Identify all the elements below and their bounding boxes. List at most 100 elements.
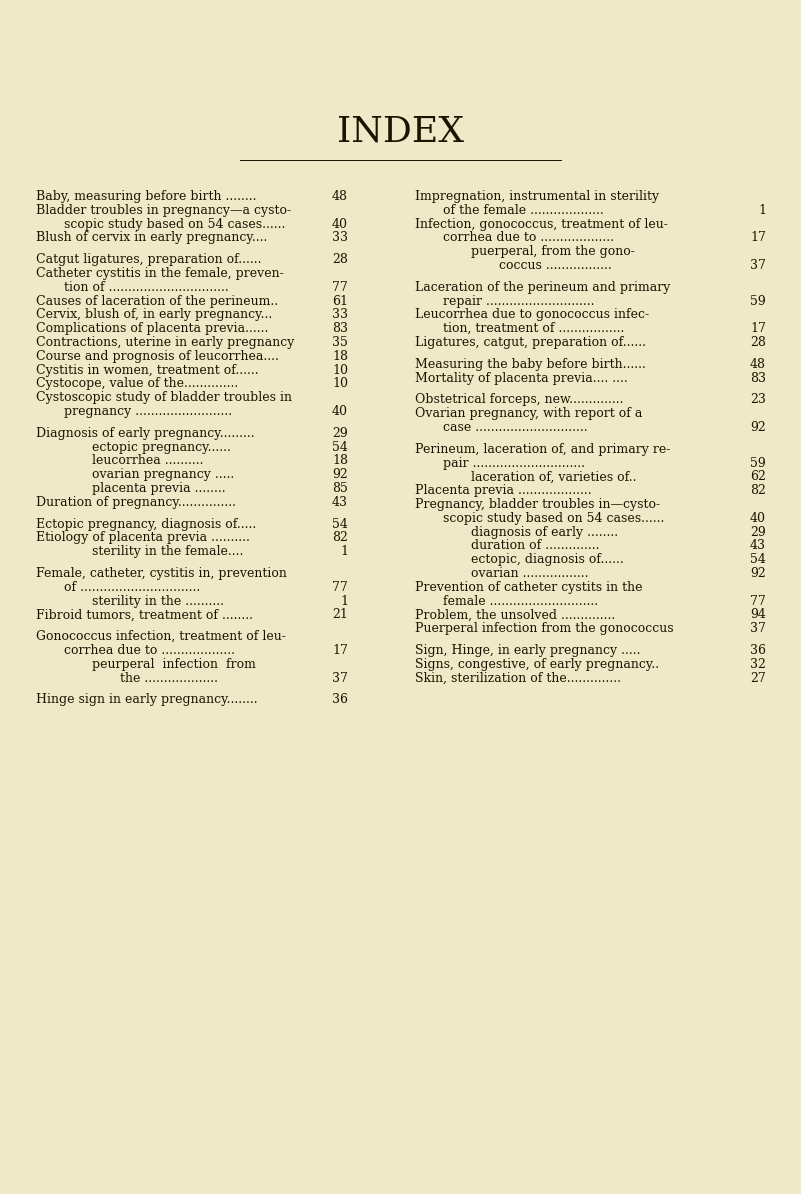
Text: leucorrhea ..........: leucorrhea .......... xyxy=(92,455,203,467)
Text: placenta previa ........: placenta previa ........ xyxy=(92,482,226,496)
Text: Leucorrhea due to gonococcus infec-: Leucorrhea due to gonococcus infec- xyxy=(415,308,649,321)
Text: the ...................: the ................... xyxy=(120,671,218,684)
Text: 82: 82 xyxy=(332,531,348,544)
Text: Fibroid tumors, treatment of ........: Fibroid tumors, treatment of ........ xyxy=(36,609,253,621)
Text: Gonococcus infection, treatment of leu-: Gonococcus infection, treatment of leu- xyxy=(36,630,286,644)
Text: female ............................: female ............................ xyxy=(443,595,598,608)
Text: Prevention of catheter cystits in the: Prevention of catheter cystits in the xyxy=(415,580,642,593)
Text: 1: 1 xyxy=(758,204,766,217)
Text: 77: 77 xyxy=(332,580,348,593)
Text: 28: 28 xyxy=(750,336,766,349)
Text: Cystoscopic study of bladder troubles in: Cystoscopic study of bladder troubles in xyxy=(36,392,292,405)
Text: Pregnancy, bladder troubles in—cysto-: Pregnancy, bladder troubles in—cysto- xyxy=(415,498,660,511)
Text: sterility in the female....: sterility in the female.... xyxy=(92,546,244,559)
Text: Ovarian pregnancy, with report of a: Ovarian pregnancy, with report of a xyxy=(415,407,642,420)
Text: scopic study based on 54 cases......: scopic study based on 54 cases...... xyxy=(443,512,664,525)
Text: Causes of laceration of the perineum..: Causes of laceration of the perineum.. xyxy=(36,295,278,308)
Text: 61: 61 xyxy=(332,295,348,308)
Text: Ligatures, catgut, preparation of......: Ligatures, catgut, preparation of...... xyxy=(415,336,646,349)
Text: Catgut ligatures, preparation of......: Catgut ligatures, preparation of...... xyxy=(36,253,261,266)
Text: ectopic pregnancy......: ectopic pregnancy...... xyxy=(92,441,231,454)
Text: 43: 43 xyxy=(750,540,766,553)
Text: 1: 1 xyxy=(340,546,348,559)
Text: 18: 18 xyxy=(332,350,348,363)
Text: 48: 48 xyxy=(332,190,348,203)
Text: Contractions, uterine in early pregnancy: Contractions, uterine in early pregnancy xyxy=(36,336,295,349)
Text: 40: 40 xyxy=(332,405,348,418)
Text: 10: 10 xyxy=(332,364,348,376)
Text: Hinge sign in early pregnancy........: Hinge sign in early pregnancy........ xyxy=(36,694,258,707)
Text: Mortality of placenta previa.... ....: Mortality of placenta previa.... .... xyxy=(415,371,628,384)
Text: 40: 40 xyxy=(750,512,766,525)
Text: diagnosis of early ........: diagnosis of early ........ xyxy=(471,525,618,538)
Text: 35: 35 xyxy=(332,336,348,349)
Text: pair .............................: pair ............................. xyxy=(443,456,585,469)
Text: Perineum, laceration of, and primary re-: Perineum, laceration of, and primary re- xyxy=(415,443,670,456)
Text: case .............................: case ............................. xyxy=(443,421,588,433)
Text: 32: 32 xyxy=(750,658,766,671)
Text: 36: 36 xyxy=(750,644,766,657)
Text: 27: 27 xyxy=(751,671,766,684)
Text: 10: 10 xyxy=(332,377,348,390)
Text: Obstetrical forceps, new..............: Obstetrical forceps, new.............. xyxy=(415,393,623,406)
Text: Placenta previa ...................: Placenta previa ................... xyxy=(415,485,592,497)
Text: 29: 29 xyxy=(751,525,766,538)
Text: Baby, measuring before birth ........: Baby, measuring before birth ........ xyxy=(36,190,256,203)
Text: laceration of, varieties of..: laceration of, varieties of.. xyxy=(471,470,637,484)
Text: corrhea due to ...................: corrhea due to ................... xyxy=(443,232,614,245)
Text: 37: 37 xyxy=(332,671,348,684)
Text: puerperal, from the gono-: puerperal, from the gono- xyxy=(471,245,635,258)
Text: 83: 83 xyxy=(750,371,766,384)
Text: INDEX: INDEX xyxy=(337,115,464,149)
Text: duration of ..............: duration of .............. xyxy=(471,540,599,553)
Text: 92: 92 xyxy=(332,468,348,481)
Text: Laceration of the perineum and primary: Laceration of the perineum and primary xyxy=(415,281,670,294)
Text: 36: 36 xyxy=(332,694,348,707)
Text: Problem, the unsolved ..............: Problem, the unsolved .............. xyxy=(415,609,615,621)
Text: Course and prognosis of leucorrhea....: Course and prognosis of leucorrhea.... xyxy=(36,350,279,363)
Text: 82: 82 xyxy=(750,485,766,497)
Text: 29: 29 xyxy=(332,426,348,439)
Text: Cystocope, value of the..............: Cystocope, value of the.............. xyxy=(36,377,238,390)
Text: Infection, gonococcus, treatment of leu-: Infection, gonococcus, treatment of leu- xyxy=(415,217,668,230)
Text: Etiology of placenta previa ..........: Etiology of placenta previa .......... xyxy=(36,531,250,544)
Text: pregnancy .........................: pregnancy ......................... xyxy=(64,405,232,418)
Text: tion, treatment of .................: tion, treatment of ................. xyxy=(443,322,624,336)
Text: Ectopic pregnancy, diagnosis of.....: Ectopic pregnancy, diagnosis of..... xyxy=(36,518,256,530)
Text: 94: 94 xyxy=(750,609,766,621)
Text: ovarian pregnancy .....: ovarian pregnancy ..... xyxy=(92,468,234,481)
Text: 54: 54 xyxy=(332,441,348,454)
Text: Impregnation, instrumental in sterility: Impregnation, instrumental in sterility xyxy=(415,190,659,203)
Text: 92: 92 xyxy=(751,421,766,433)
Text: ectopic, diagnosis of......: ectopic, diagnosis of...... xyxy=(471,553,624,566)
Text: Blush of cervix in early pregnancy....: Blush of cervix in early pregnancy.... xyxy=(36,232,268,245)
Text: Female, catheter, cystitis in, prevention: Female, catheter, cystitis in, preventio… xyxy=(36,567,287,580)
Text: Puerperal infection from the gonococcus: Puerperal infection from the gonococcus xyxy=(415,622,674,635)
Text: 17: 17 xyxy=(750,232,766,245)
Text: ovarian .................: ovarian ................. xyxy=(471,567,589,580)
Text: 37: 37 xyxy=(750,259,766,272)
Text: Bladder troubles in pregnancy—a cysto-: Bladder troubles in pregnancy—a cysto- xyxy=(36,204,291,217)
Text: 83: 83 xyxy=(332,322,348,336)
Text: sterility in the ..........: sterility in the .......... xyxy=(92,595,224,608)
Text: 33: 33 xyxy=(332,308,348,321)
Text: 59: 59 xyxy=(751,456,766,469)
Text: 33: 33 xyxy=(332,232,348,245)
Text: 77: 77 xyxy=(751,595,766,608)
Text: Duration of pregnancy...............: Duration of pregnancy............... xyxy=(36,496,236,509)
Text: 59: 59 xyxy=(751,295,766,308)
Text: 43: 43 xyxy=(332,496,348,509)
Text: 40: 40 xyxy=(332,217,348,230)
Text: scopic study based on 54 cases......: scopic study based on 54 cases...... xyxy=(64,217,285,230)
Text: 28: 28 xyxy=(332,253,348,266)
Text: 1: 1 xyxy=(340,595,348,608)
Text: Signs, congestive, of early pregnancy..: Signs, congestive, of early pregnancy.. xyxy=(415,658,659,671)
Text: repair ............................: repair ............................ xyxy=(443,295,594,308)
Text: 21: 21 xyxy=(332,609,348,621)
Text: corrhea due to ...................: corrhea due to ................... xyxy=(64,644,235,657)
Text: 17: 17 xyxy=(750,322,766,336)
Text: Sign, Hinge, in early pregnancy .....: Sign, Hinge, in early pregnancy ..... xyxy=(415,644,641,657)
Text: Skin, sterilization of the..............: Skin, sterilization of the.............. xyxy=(415,671,621,684)
Text: peurperal  infection  from: peurperal infection from xyxy=(92,658,256,671)
Text: of the female ...................: of the female ................... xyxy=(443,204,604,217)
